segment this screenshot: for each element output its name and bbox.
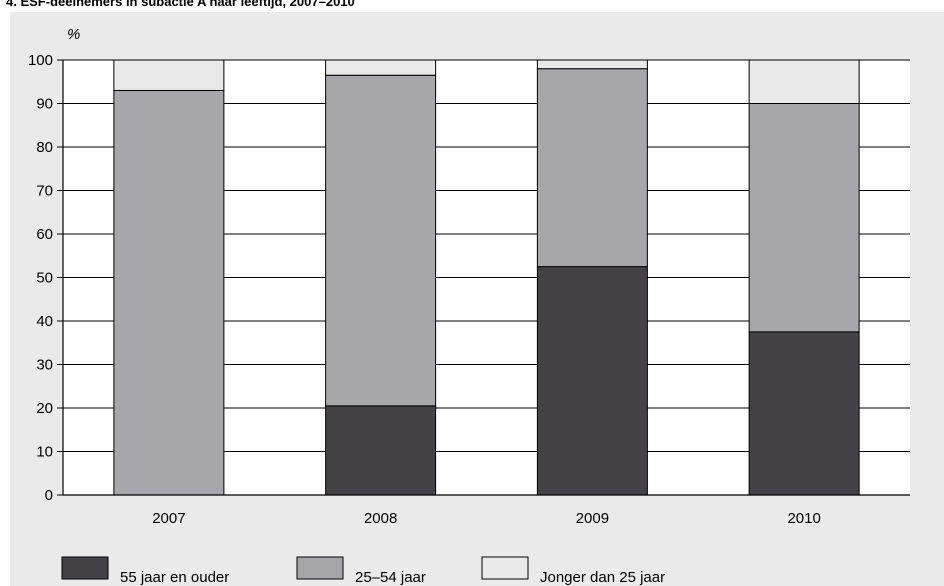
y-tick-labels: 0 10 20 30 40 50 60 70 80 90 100	[28, 52, 53, 504]
legend-swatch-1	[61, 556, 109, 580]
y-tick-label-10: 10	[36, 444, 53, 461]
bar-2009-series-2	[536, 68, 648, 268]
axes-layer	[62, 60, 910, 496]
bar-2009-series-1	[536, 266, 648, 496]
chart-title: 4. ESF-deelnemers in subactie A naar lee…	[6, 0, 355, 9]
y-tick-label-80: 80	[36, 139, 53, 156]
bar-2008-series-1	[325, 405, 437, 496]
x-tick-labels: 2007 2008 2009 2010	[152, 510, 821, 527]
bar-2007-series-2	[113, 89, 225, 496]
y-tick-label-40: 40	[36, 313, 53, 330]
y-tick-label-70: 70	[36, 183, 53, 200]
legend: 55 jaar en ouder 25–54 jaar Jonger dan 25 …	[61, 556, 665, 586]
y-tick-label-50: 50	[36, 270, 53, 287]
y-tick-label-20: 20	[36, 400, 53, 417]
bar-2009-series-3	[536, 59, 648, 70]
legend-label-3: Jonger dan 25 jaar	[540, 569, 665, 586]
bar-2008-series-2	[325, 74, 437, 407]
bar-2008-series-3	[325, 59, 437, 76]
bar-2007-series-3	[113, 59, 225, 91]
x-tick-label-2009: 2009	[576, 510, 609, 527]
legend-swatch-2	[296, 556, 344, 580]
y-axis-unit-label: %	[67, 26, 80, 43]
y-tick-label-0: 0	[45, 487, 53, 504]
legend-label-1: 55 jaar en ouder	[120, 569, 229, 586]
legend-label-2: 25–54 jaar	[355, 569, 426, 586]
y-tick-label-100: 100	[28, 52, 53, 69]
y-tick-label-90: 90	[36, 96, 53, 113]
x-tick-label-2010: 2010	[787, 510, 820, 527]
y-tick-label-60: 60	[36, 226, 53, 243]
x-tick-label-2008: 2008	[364, 510, 397, 527]
bar-2010-series-3	[748, 59, 860, 104]
bars-layer	[113, 59, 860, 496]
legend-swatch-3	[481, 556, 529, 580]
bar-2010-series-1	[748, 331, 860, 496]
y-tick-label-30: 30	[36, 357, 53, 374]
bar-2010-series-2	[748, 103, 860, 333]
x-tick-label-2007: 2007	[152, 510, 185, 527]
